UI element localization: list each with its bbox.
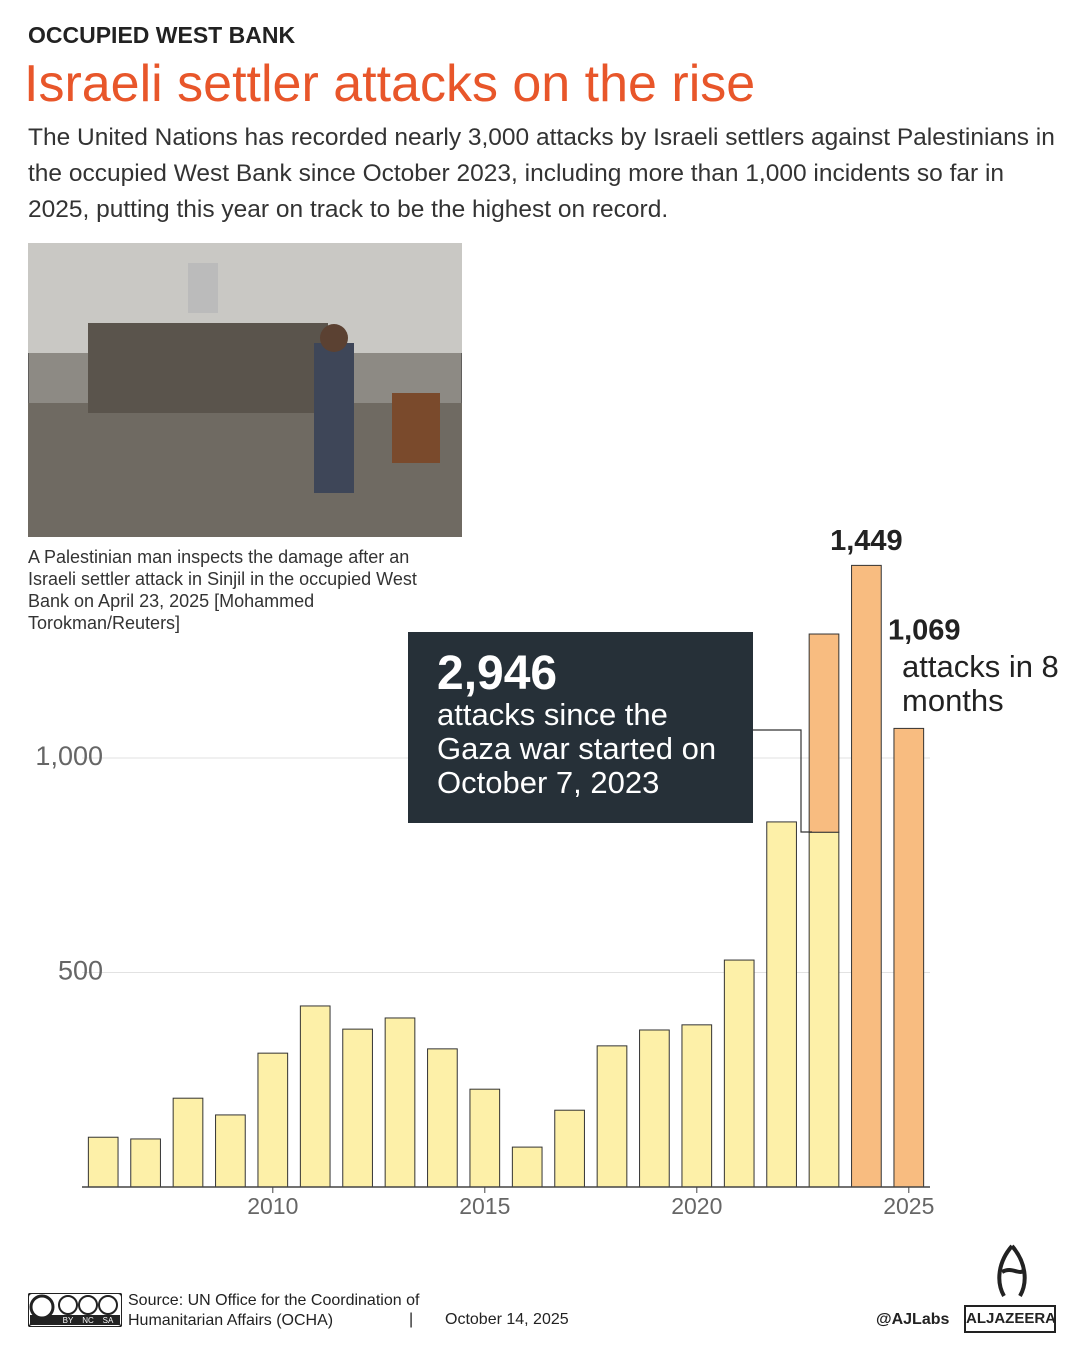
subtitle: The United Nations has recorded nearly 3… — [28, 124, 1055, 223]
bar — [596, 1045, 628, 1188]
bar — [469, 1088, 501, 1188]
separator: | — [409, 1311, 414, 1328]
y-tick-label: 500 — [58, 956, 103, 986]
photo-caption: A Palestinian man inspects the damage af… — [28, 547, 417, 633]
date: October 14, 2025 — [445, 1311, 569, 1328]
photo — [28, 243, 462, 537]
license-label: BY — [63, 1316, 74, 1325]
x-tick-label: 2020 — [671, 1193, 722, 1219]
brand: ALJAZEERA — [964, 1305, 1056, 1333]
annotation-value: 2,946 — [437, 647, 558, 700]
bar — [639, 1029, 670, 1188]
note-2025: attacks in 8 months — [902, 649, 1059, 718]
bar — [172, 1097, 204, 1188]
chart-title: Israeli settler attacks on the rise — [24, 55, 756, 113]
bar — [893, 727, 925, 1188]
bar — [766, 821, 797, 1188]
y-tick-label: 1,000 — [35, 741, 103, 771]
license-label: NC — [82, 1316, 94, 1325]
bar — [554, 1109, 585, 1188]
credit: @AJLabs — [876, 1311, 950, 1328]
bar — [342, 1028, 373, 1188]
bar — [130, 1138, 161, 1188]
bar — [851, 564, 882, 1188]
bar — [299, 1005, 331, 1188]
x-tick-label: 2010 — [247, 1193, 298, 1219]
chart: 500 1,000 2010 2015 2020 2025 1,449 1,069 — [35, 525, 961, 1219]
bar — [87, 1136, 119, 1188]
bar — [215, 1114, 246, 1188]
value-label: 1,069 — [888, 615, 961, 647]
cc-license: BY NC SA — [28, 1293, 122, 1327]
source: Source: UN Office for the Coordination o… — [128, 1292, 420, 1329]
annotation-box — [408, 632, 753, 823]
bar — [681, 1024, 713, 1188]
kicker: OCCUPIED WEST BANK — [28, 22, 296, 48]
bar — [384, 1017, 416, 1188]
logo-mark — [997, 1244, 1027, 1297]
bar — [808, 831, 840, 1188]
value-label: 1,449 — [830, 525, 903, 557]
bar — [427, 1048, 458, 1188]
annotation-text: attacks since the Gaza war started on Oc… — [437, 697, 717, 800]
x-tick-label: 2025 — [883, 1193, 934, 1219]
x-tick-label: 2015 — [459, 1193, 510, 1219]
bar — [257, 1052, 289, 1188]
bar — [511, 1146, 543, 1188]
bar — [808, 633, 840, 833]
bar — [723, 959, 755, 1188]
annotation-bracket — [753, 729, 812, 833]
license-label: SA — [103, 1316, 114, 1325]
